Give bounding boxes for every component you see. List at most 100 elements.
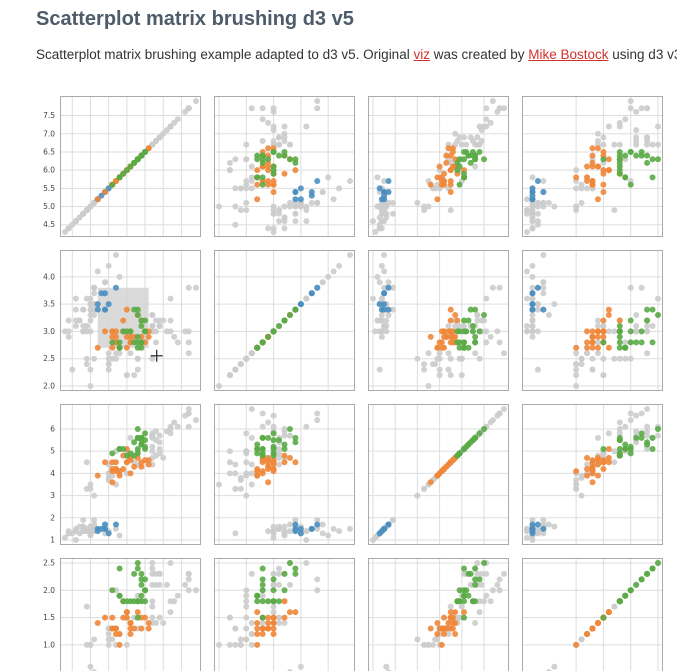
data-point	[452, 312, 459, 319]
data-point	[472, 565, 479, 572]
data-point	[87, 366, 94, 373]
page-subtitle: Scatterplot matrix brushing example adap…	[36, 47, 677, 62]
data-point	[83, 361, 90, 368]
data-point	[292, 609, 299, 616]
data-point	[83, 459, 90, 466]
data-point	[383, 663, 390, 670]
data-point	[529, 312, 536, 319]
data-point	[633, 439, 640, 446]
data-point	[458, 372, 465, 379]
data-point	[112, 521, 119, 528]
data-point	[254, 167, 261, 174]
data-point	[281, 452, 288, 459]
data-point	[494, 328, 501, 335]
data-point	[254, 598, 261, 605]
data-point	[627, 410, 634, 417]
data-point	[445, 366, 452, 373]
data-point	[145, 457, 152, 464]
data-point	[627, 105, 634, 112]
data-point	[185, 576, 192, 583]
data-point	[105, 355, 112, 362]
data-point	[281, 441, 288, 448]
data-point	[276, 525, 283, 532]
mike-bostock-link[interactable]: Mike Bostock	[528, 47, 609, 62]
data-point	[237, 185, 244, 192]
data-point	[102, 521, 109, 528]
data-point	[134, 609, 141, 616]
data-point	[254, 465, 261, 472]
data-point	[644, 141, 651, 148]
data-point	[270, 614, 277, 621]
data-point	[589, 178, 596, 185]
data-point	[254, 344, 261, 351]
data-point	[226, 448, 233, 455]
data-point	[452, 333, 459, 340]
data-point	[627, 181, 634, 188]
data-point	[237, 361, 244, 368]
data-point	[378, 218, 385, 225]
data-point	[529, 317, 536, 324]
data-point	[243, 470, 250, 477]
data-point	[193, 284, 199, 291]
data-point	[644, 406, 651, 412]
cell-frame	[522, 96, 663, 237]
data-point	[434, 630, 441, 637]
data-point	[469, 152, 476, 159]
data-point	[378, 262, 385, 269]
data-point	[83, 295, 90, 302]
data-point	[123, 344, 130, 351]
data-point	[174, 423, 181, 430]
data-point	[87, 301, 94, 308]
data-point	[116, 472, 123, 479]
data-point	[633, 412, 640, 419]
data-point	[123, 641, 130, 648]
data-point	[243, 459, 250, 466]
data-point	[611, 355, 618, 362]
data-point	[292, 167, 299, 174]
data-point	[443, 333, 450, 340]
data-point	[69, 366, 76, 373]
data-point	[622, 339, 629, 346]
cell-petal-length-vs-petal-length	[368, 404, 509, 545]
data-point	[611, 207, 618, 214]
data-point	[534, 528, 541, 535]
data-point	[381, 525, 388, 532]
data-point	[138, 581, 145, 588]
data-point	[127, 434, 134, 441]
data-point	[276, 322, 283, 329]
subtitle-end: using d3 v3.	[612, 47, 677, 62]
data-point	[138, 437, 145, 444]
data-point	[487, 598, 494, 605]
data-point	[286, 156, 293, 163]
data-point	[336, 528, 343, 535]
data-point	[237, 641, 244, 648]
data-point	[529, 301, 536, 308]
data-point	[589, 344, 596, 351]
data-point	[105, 636, 112, 643]
data-point	[616, 344, 623, 351]
data-point	[594, 138, 601, 145]
data-point	[259, 587, 266, 594]
data-point	[611, 141, 618, 148]
data-point	[600, 465, 607, 472]
data-point	[551, 301, 558, 308]
data-point	[449, 457, 456, 464]
data-point	[545, 312, 552, 319]
viz-link[interactable]: viz	[413, 47, 430, 62]
cell-frame	[214, 404, 355, 545]
data-point	[232, 641, 239, 648]
data-point	[292, 218, 299, 225]
data-point	[622, 116, 629, 123]
data-point	[292, 439, 299, 446]
data-point	[483, 339, 490, 346]
data-point	[149, 603, 156, 610]
data-point	[447, 306, 454, 313]
cell-frame	[368, 404, 509, 545]
data-point	[383, 328, 390, 335]
data-point	[489, 587, 496, 594]
data-point	[303, 528, 310, 535]
data-point	[270, 123, 277, 130]
data-point	[529, 306, 536, 313]
data-point	[529, 521, 536, 528]
